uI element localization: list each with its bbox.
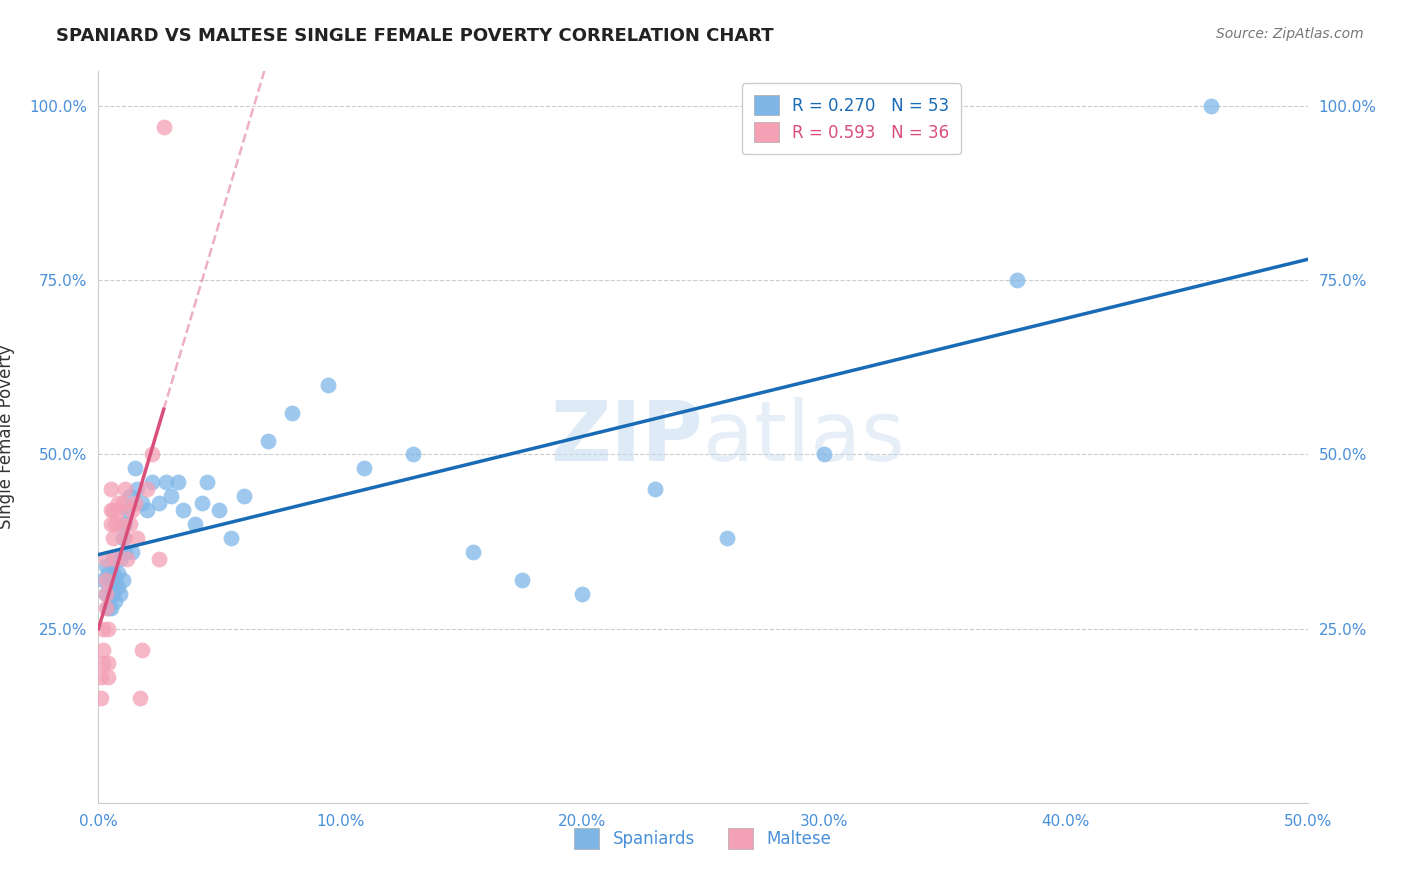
Point <box>94 587 117 601</box>
Point <box>100 587 122 601</box>
Point <box>107 566 129 580</box>
Point <box>148 496 170 510</box>
Point <box>100 573 122 587</box>
Point <box>107 496 129 510</box>
Point <box>135 483 157 497</box>
Point <box>101 566 124 580</box>
Point <box>232 489 254 503</box>
Point <box>97 600 120 615</box>
Point <box>114 531 136 545</box>
Point <box>402 448 425 462</box>
Point <box>104 552 127 566</box>
Point <box>94 573 117 587</box>
Point <box>172 503 194 517</box>
Point <box>131 642 153 657</box>
Point <box>208 503 231 517</box>
Text: SPANIARD VS MALTESE SINGLE FEMALE POVERTY CORRELATION CHART: SPANIARD VS MALTESE SINGLE FEMALE POVERT… <box>56 27 773 45</box>
Point <box>104 594 127 608</box>
Point <box>118 517 141 532</box>
Point <box>94 587 117 601</box>
Point <box>100 483 122 497</box>
Point <box>184 517 207 532</box>
Point <box>114 545 136 559</box>
Text: ZIP: ZIP <box>551 397 703 477</box>
Y-axis label: Single Female Poverty: Single Female Poverty <box>0 345 15 529</box>
Point <box>108 587 131 601</box>
Point <box>221 531 243 545</box>
Point <box>101 587 124 601</box>
Point <box>114 517 136 532</box>
Point <box>117 552 139 566</box>
Point <box>716 531 738 545</box>
Point <box>316 377 339 392</box>
Legend: Spaniards, Maltese: Spaniards, Maltese <box>562 817 844 860</box>
Point <box>104 517 127 532</box>
Point <box>101 531 124 545</box>
Point <box>167 475 190 490</box>
Point <box>191 496 214 510</box>
Point <box>94 600 117 615</box>
Point <box>114 483 136 497</box>
Point <box>155 475 177 490</box>
Point <box>111 496 134 510</box>
Point <box>100 517 122 532</box>
Point <box>91 622 114 636</box>
Point <box>644 483 666 497</box>
Point <box>94 552 117 566</box>
Point <box>124 496 146 510</box>
Point <box>107 580 129 594</box>
Point <box>97 657 120 671</box>
Point <box>141 448 163 462</box>
Point <box>111 531 134 545</box>
Point <box>101 552 124 566</box>
Point <box>1007 273 1029 287</box>
Point <box>281 406 304 420</box>
Point <box>152 120 174 134</box>
Point <box>90 670 112 684</box>
Point <box>571 587 593 601</box>
Point <box>127 531 149 545</box>
Point <box>1199 99 1222 113</box>
Point <box>97 566 120 580</box>
Point <box>107 503 129 517</box>
Point <box>104 573 127 587</box>
Point <box>124 461 146 475</box>
Point <box>148 552 170 566</box>
Point <box>111 573 134 587</box>
Point <box>510 573 533 587</box>
Point <box>121 503 143 517</box>
Point <box>141 475 163 490</box>
Point <box>108 517 131 532</box>
Point <box>118 489 141 503</box>
Point <box>100 503 122 517</box>
Text: Source: ZipAtlas.com: Source: ZipAtlas.com <box>1216 27 1364 41</box>
Point <box>463 545 485 559</box>
Point <box>100 600 122 615</box>
Point <box>127 483 149 497</box>
Point <box>160 489 183 503</box>
Point <box>135 503 157 517</box>
Point <box>353 461 375 475</box>
Point <box>117 503 139 517</box>
Point <box>90 691 112 706</box>
Point <box>91 657 114 671</box>
Point <box>97 622 120 636</box>
Point <box>94 558 117 573</box>
Point <box>121 545 143 559</box>
Point <box>128 691 150 706</box>
Point <box>813 448 835 462</box>
Point <box>101 503 124 517</box>
Point <box>256 434 278 448</box>
Text: atlas: atlas <box>703 397 904 477</box>
Point <box>91 573 114 587</box>
Point <box>131 496 153 510</box>
Point <box>108 552 131 566</box>
Point <box>91 642 114 657</box>
Point <box>195 475 218 490</box>
Point <box>97 670 120 684</box>
